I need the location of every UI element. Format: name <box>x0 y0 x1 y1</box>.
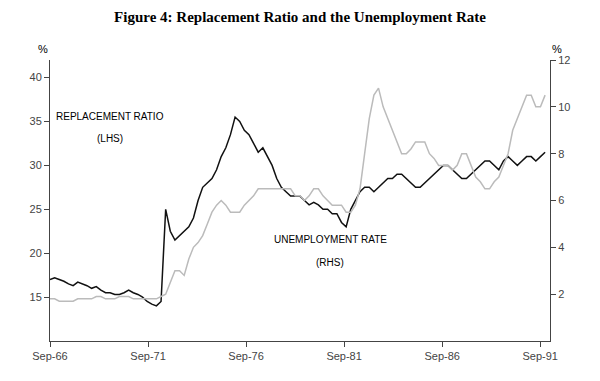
svg-text:2: 2 <box>558 288 564 300</box>
svg-text:(LHS): (LHS) <box>97 133 123 144</box>
svg-text:35: 35 <box>30 115 42 127</box>
svg-text:UNEMPLOYMENT RATE: UNEMPLOYMENT RATE <box>274 234 387 245</box>
svg-text:10: 10 <box>558 101 570 113</box>
svg-text:Sep-81: Sep-81 <box>326 350 361 362</box>
svg-text:Sep-76: Sep-76 <box>228 350 263 362</box>
svg-text:REPLACEMENT RATIO: REPLACEMENT RATIO <box>56 111 164 122</box>
svg-text:Sep-86: Sep-86 <box>424 350 459 362</box>
svg-text:30: 30 <box>30 159 42 171</box>
svg-text:12: 12 <box>558 54 570 66</box>
svg-text:20: 20 <box>30 247 42 259</box>
svg-text:Figure 4: Replacement Ratio an: Figure 4: Replacement Ratio and the Unem… <box>114 9 486 25</box>
svg-text:4: 4 <box>558 241 564 253</box>
svg-text:6: 6 <box>558 194 564 206</box>
svg-text:8: 8 <box>558 148 564 160</box>
svg-text:15: 15 <box>30 291 42 303</box>
svg-text:%: % <box>552 43 562 55</box>
svg-text:25: 25 <box>30 203 42 215</box>
svg-text:%: % <box>38 43 48 55</box>
svg-text:(RHS): (RHS) <box>316 257 344 268</box>
svg-text:Sep-66: Sep-66 <box>32 350 67 362</box>
svg-text:Sep-71: Sep-71 <box>130 350 165 362</box>
svg-text:40: 40 <box>30 71 42 83</box>
svg-text:Sep-91: Sep-91 <box>522 350 557 362</box>
